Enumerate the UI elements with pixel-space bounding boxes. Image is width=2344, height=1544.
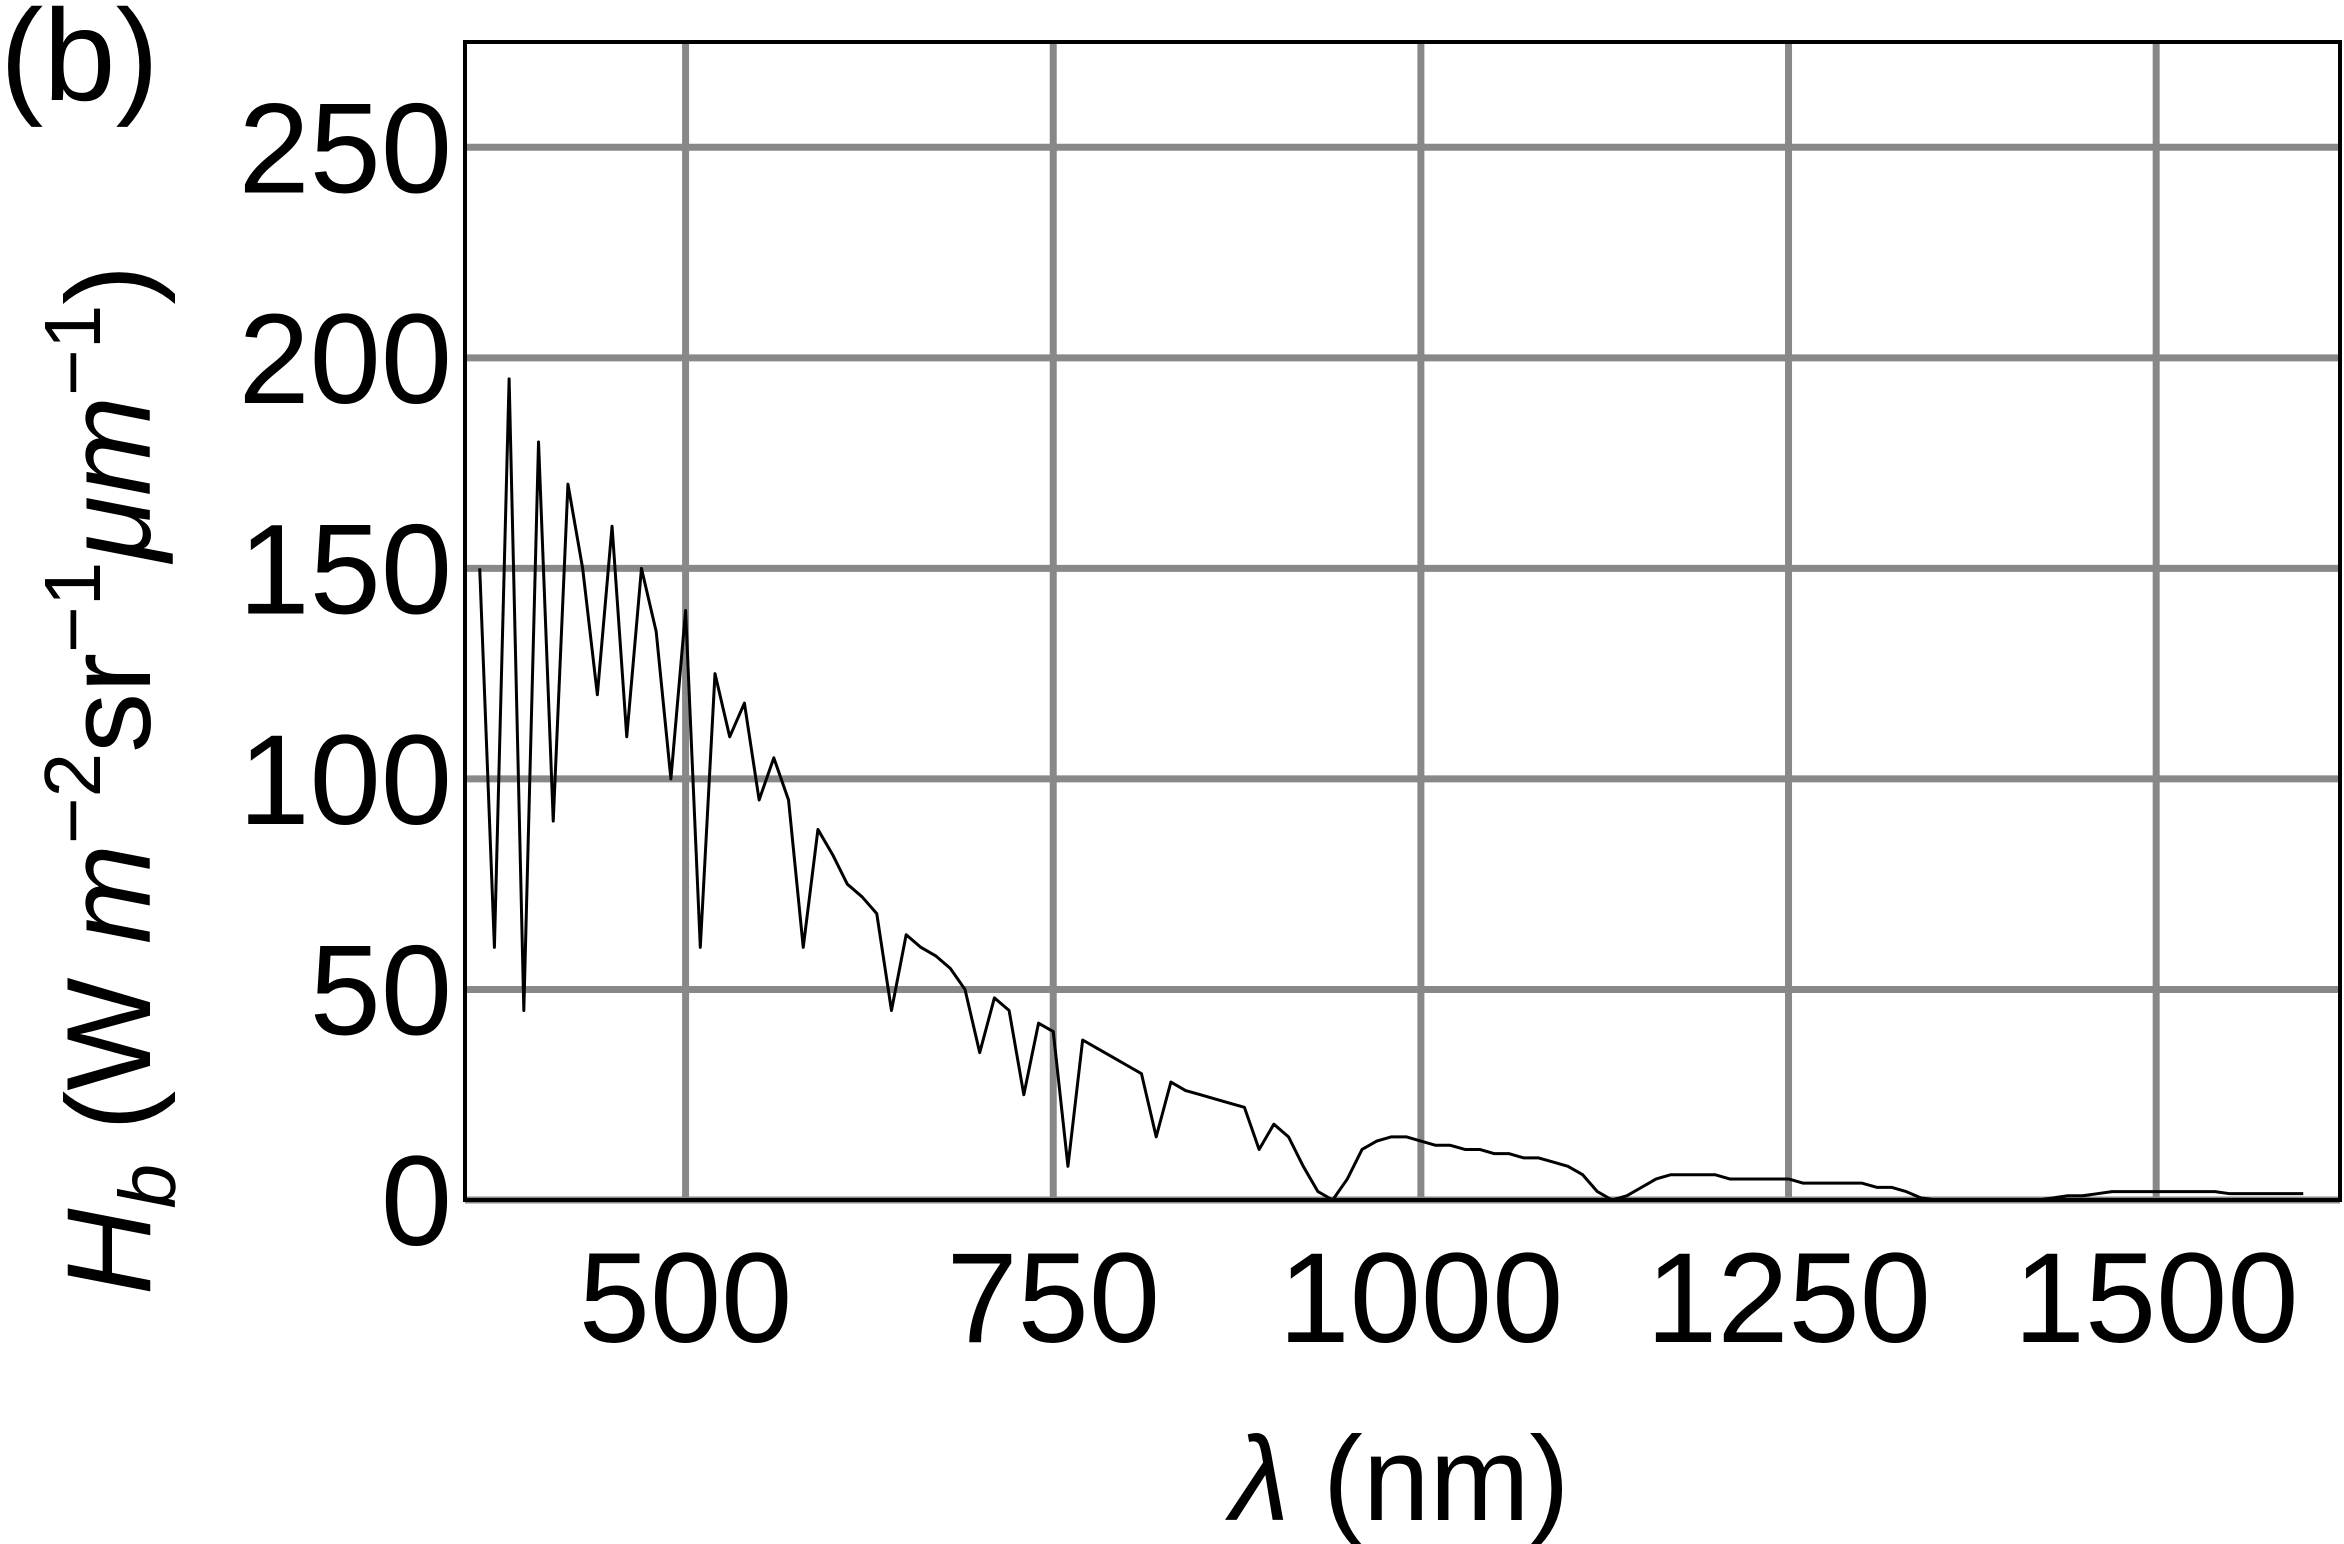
y-tick-label: 250 <box>238 77 452 220</box>
y-tick-label: 50 <box>310 919 452 1062</box>
y-label-part: m <box>42 844 176 944</box>
y-label-part: (W <box>42 944 176 1164</box>
x-axis-label: λ (nm) <box>1224 1412 1569 1544</box>
y-tick-label: 0 <box>381 1130 452 1273</box>
panel-annotation: (b) <box>0 0 159 128</box>
plot-frame <box>463 40 2342 1202</box>
y-label-part: −2 <box>28 753 117 844</box>
y-axis-label: Hb (W m−2sr−1μm−1) <box>28 265 192 1295</box>
x-tick-label: 1250 <box>1646 1227 1931 1370</box>
y-label-part: sr <box>42 653 176 753</box>
x-label-part: (nm) <box>1290 1412 1570 1544</box>
y-label-part: ) <box>42 265 176 305</box>
y-label-part: μm <box>42 396 176 565</box>
x-tick-label: 500 <box>579 1227 793 1370</box>
y-label-part: H <box>42 1208 176 1295</box>
x-tick-label: 750 <box>946 1227 1160 1370</box>
y-label-part: b <box>103 1164 192 1209</box>
plot-background <box>465 42 2340 1200</box>
y-label-part: −1 <box>28 305 117 396</box>
x-label-part: λ <box>1224 1412 1289 1544</box>
y-tick-label: 200 <box>238 288 452 431</box>
x-tick-label: 1500 <box>2014 1227 2299 1370</box>
y-tick-label: 150 <box>238 498 452 641</box>
y-tick-label: 100 <box>238 709 452 852</box>
y-label-part: −1 <box>28 562 117 653</box>
x-tick-label: 1000 <box>1279 1227 1564 1370</box>
